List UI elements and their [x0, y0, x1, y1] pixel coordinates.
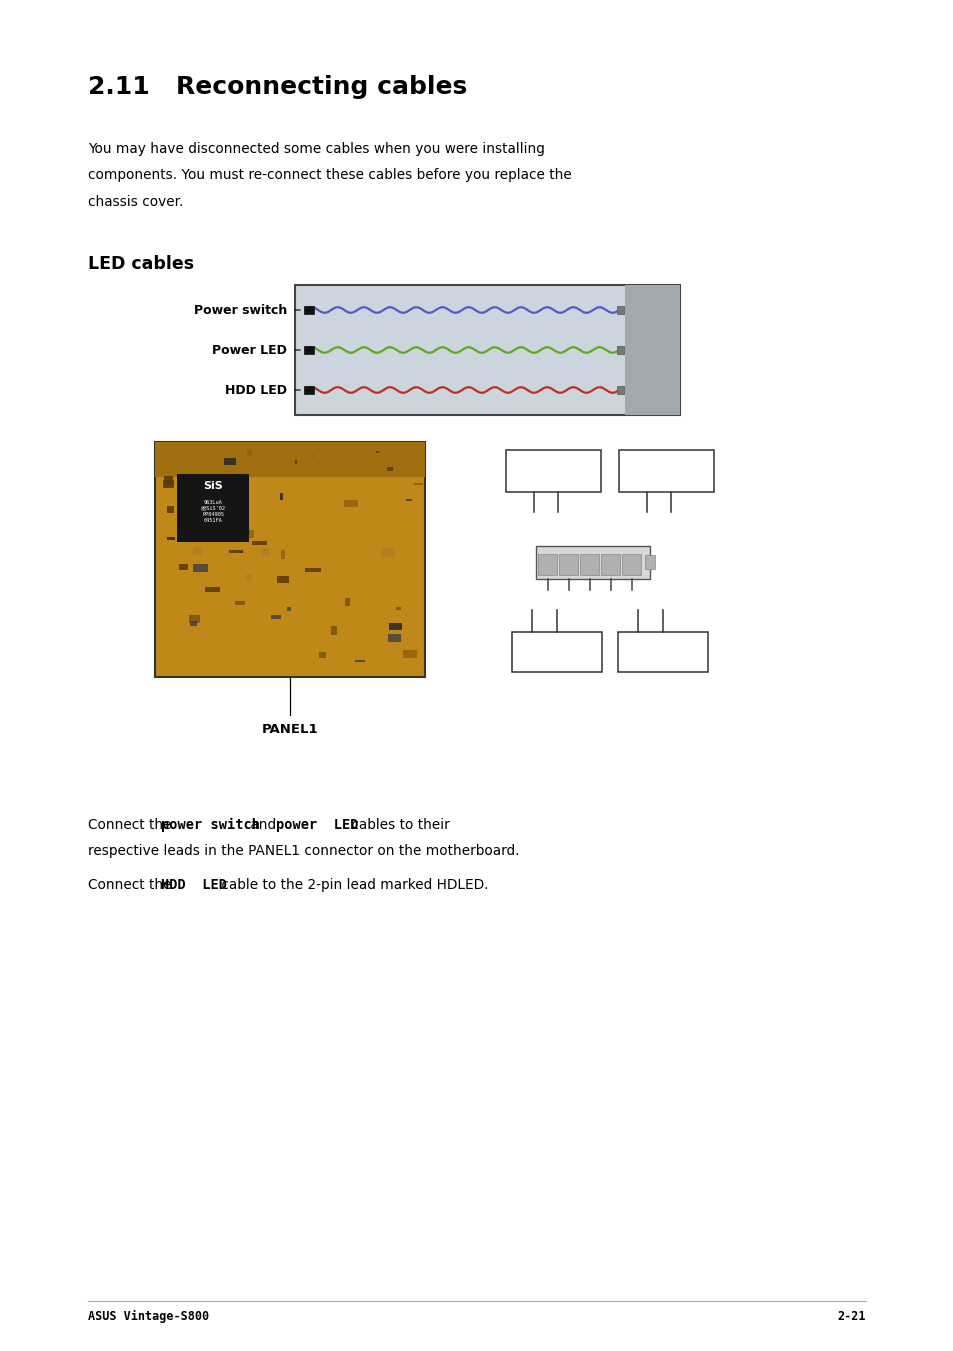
Bar [205, 500, 208, 503]
Bar [558, 554, 578, 576]
Bar [189, 615, 200, 623]
Bar [279, 493, 282, 500]
Text: power switch: power switch [161, 817, 259, 832]
Text: SiS: SiS [203, 481, 223, 492]
Bar [414, 484, 423, 485]
Bar [345, 598, 350, 607]
Bar [177, 474, 249, 542]
Bar [403, 650, 416, 658]
Bar [205, 586, 220, 592]
Bar [193, 547, 201, 555]
Bar [304, 569, 320, 573]
Bar [190, 620, 196, 626]
Bar [294, 461, 297, 465]
Bar [600, 554, 619, 576]
Text: You may have disconnected some cables when you were installing: You may have disconnected some cables wh… [88, 142, 544, 155]
Bar [414, 482, 422, 485]
Text: HDD  LED: HDD LED [161, 878, 227, 892]
Bar [179, 563, 188, 570]
Bar [617, 632, 707, 671]
Bar [253, 540, 266, 546]
Text: components. You must re-connect these cables before you replace the: components. You must re-connect these ca… [88, 169, 571, 182]
Bar [229, 550, 243, 553]
Bar [388, 623, 401, 630]
Bar [304, 346, 314, 354]
Bar [375, 451, 379, 453]
Bar [185, 499, 188, 505]
Bar [310, 455, 314, 457]
Bar [344, 500, 357, 507]
Bar [621, 554, 640, 576]
Bar [287, 607, 291, 611]
Bar [237, 551, 242, 553]
Bar [617, 386, 623, 394]
Bar [304, 305, 314, 315]
Bar [271, 615, 281, 619]
Text: HDD LED: HDD LED [225, 384, 287, 396]
Bar [579, 554, 598, 576]
Bar [154, 442, 424, 477]
Bar [237, 515, 247, 523]
Text: 2.11   Reconnecting cables: 2.11 Reconnecting cables [88, 76, 467, 99]
Bar [537, 554, 557, 576]
Bar [167, 536, 174, 540]
Text: and: and [245, 817, 280, 832]
Bar [215, 474, 227, 476]
Text: LED cables: LED cables [88, 255, 193, 273]
Text: ASUS Vintage-S800: ASUS Vintage-S800 [88, 1310, 209, 1323]
Bar [247, 531, 254, 538]
Bar [505, 450, 600, 492]
Bar [247, 449, 253, 457]
Text: PANEL1: PANEL1 [261, 723, 318, 736]
Bar [154, 442, 424, 677]
Bar [221, 477, 228, 485]
Bar [617, 346, 623, 354]
Bar [512, 632, 602, 671]
Bar [163, 481, 174, 488]
Text: chassis cover.: chassis cover. [88, 195, 183, 209]
Text: Connect the: Connect the [88, 878, 175, 892]
Text: power  LED: power LED [275, 817, 358, 832]
Bar [245, 574, 252, 581]
Bar [184, 513, 198, 520]
Text: Power switch: Power switch [193, 304, 287, 316]
Text: 963LuA
@@SiS'02
PP04905
0451FA: 963LuA @@SiS'02 PP04905 0451FA [200, 500, 225, 523]
Bar [386, 467, 393, 471]
Bar [331, 627, 337, 635]
Bar [234, 601, 245, 605]
Text: Power LED: Power LED [212, 343, 287, 357]
Bar [304, 386, 314, 394]
Text: cable to the 2-pin lead marked HDLED.: cable to the 2-pin lead marked HDLED. [217, 878, 488, 892]
Bar [388, 634, 401, 642]
Bar [624, 285, 679, 415]
Bar [395, 607, 400, 611]
Bar [261, 549, 269, 557]
Bar [200, 527, 211, 535]
Bar [355, 659, 365, 662]
Bar [618, 450, 713, 492]
Bar [163, 477, 173, 485]
Bar [276, 577, 289, 584]
Text: 2-21: 2-21 [837, 1310, 865, 1323]
Text: cables to their: cables to their [346, 817, 449, 832]
Bar [644, 555, 655, 569]
Bar [381, 549, 395, 557]
Text: respective leads in the PANEL1 connector on the motherboard.: respective leads in the PANEL1 connector… [88, 844, 519, 858]
Text: Connect the: Connect the [88, 817, 175, 832]
Bar [406, 499, 412, 501]
Bar [201, 500, 205, 508]
Bar [193, 565, 208, 571]
Bar [536, 546, 649, 580]
Bar [223, 458, 235, 465]
Bar [281, 550, 285, 559]
Bar [318, 653, 326, 658]
Bar [617, 305, 623, 313]
Bar [167, 507, 173, 512]
Bar [294, 285, 679, 415]
